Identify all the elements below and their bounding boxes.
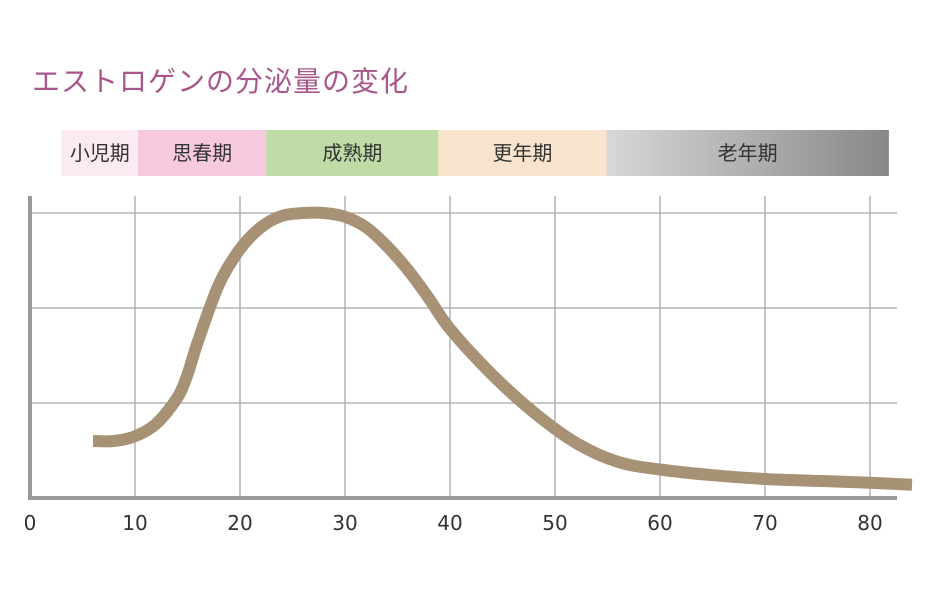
x-tick-label: 50 xyxy=(542,511,567,535)
life-stage-label: 老年期 xyxy=(718,141,778,165)
x-tick-label: 20 xyxy=(227,511,252,535)
life-stage-label: 小児期 xyxy=(70,141,130,165)
axes xyxy=(28,196,897,500)
x-tick-label: 80 xyxy=(857,511,882,535)
life-stage-band xyxy=(438,130,607,176)
series-group xyxy=(92,206,913,491)
life-stage-band xyxy=(61,130,139,176)
x-tick-label: 10 xyxy=(122,511,147,535)
life-stage-label: 成熟期 xyxy=(322,141,382,165)
life-stage-band xyxy=(606,130,889,176)
life-stage-label: 思春期 xyxy=(172,141,232,165)
life-stage-label: 更年期 xyxy=(492,141,552,165)
x-tick-labels: 0 10 20 30 40 50 60 70 80 xyxy=(24,511,883,535)
estrogen-curve xyxy=(92,206,913,491)
x-tick-label: 0 xyxy=(24,511,37,535)
chart-title: エストロゲンの分泌量の変化 xyxy=(32,65,410,98)
life-stage-band xyxy=(266,130,439,176)
x-tick-label: 30 xyxy=(332,511,357,535)
life-stage-bands: 小児期 思春期 成熟期 更年期 老年期 xyxy=(61,130,889,176)
x-tick-label: 60 xyxy=(647,511,672,535)
life-stage-band xyxy=(138,130,267,176)
x-tick-label: 40 xyxy=(437,511,462,535)
x-tick-label: 70 xyxy=(752,511,777,535)
